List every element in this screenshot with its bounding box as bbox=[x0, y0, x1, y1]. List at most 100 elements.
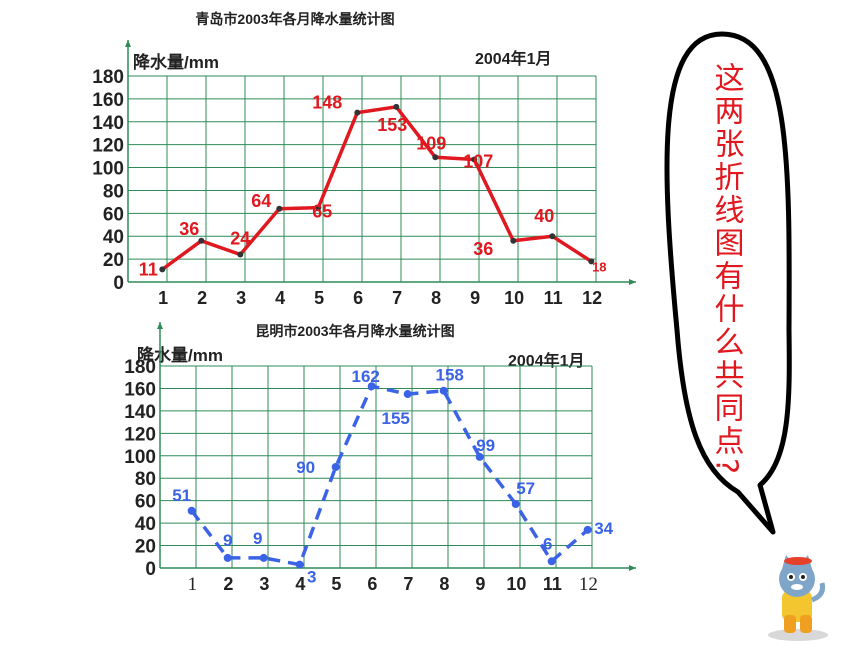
series-path bbox=[190, 384, 589, 567]
y-tick-label: 80 bbox=[103, 181, 124, 202]
data-label: 107 bbox=[463, 152, 493, 172]
bubble-question: 这两张折线图有什么共同点? bbox=[709, 62, 744, 477]
chart-axes bbox=[125, 40, 636, 285]
x-tick-label: 1 bbox=[188, 574, 198, 595]
y-tick-label: 60 bbox=[135, 492, 156, 513]
x-tick-label: 12 bbox=[582, 288, 602, 308]
data-point bbox=[315, 204, 322, 211]
y-tick-label: 60 bbox=[103, 204, 124, 225]
x-tick-label: 6 bbox=[353, 288, 363, 308]
data-label: 36 bbox=[179, 219, 199, 239]
y-axis-arrow bbox=[125, 40, 131, 47]
y-axis-label: 降水量/mm bbox=[133, 52, 219, 72]
y-tick-label: 160 bbox=[92, 90, 124, 111]
data-label: 57 bbox=[516, 479, 535, 498]
x-tick-label: 1 bbox=[158, 288, 168, 308]
y-axis-label: 降水量/mm bbox=[137, 345, 223, 365]
data-point bbox=[237, 251, 244, 258]
y-tick-label: 100 bbox=[124, 447, 156, 468]
data-label: 11 bbox=[139, 259, 158, 279]
data-label: 158 bbox=[435, 366, 463, 385]
x-tick-label: 10 bbox=[506, 574, 526, 594]
data-point bbox=[588, 258, 595, 265]
data-label: 162 bbox=[351, 367, 379, 386]
y-axis-arrow bbox=[157, 322, 163, 329]
y-tick-label: 20 bbox=[135, 537, 156, 558]
y-tick-label: 180 bbox=[124, 357, 156, 378]
y-tick-label: 160 bbox=[124, 379, 156, 400]
x-tick-labels: 1 2 3 4 5 6 7 8 9 10 11 12 bbox=[188, 574, 598, 595]
series-line bbox=[187, 382, 592, 569]
data-point bbox=[403, 390, 412, 399]
y-tick-label: 140 bbox=[92, 113, 124, 134]
data-point bbox=[259, 553, 268, 562]
x-axis-arrow bbox=[629, 565, 636, 571]
qingdao-chart: 青岛市2003年各月降水量统计图 降水量/mm 2004年1月 02040608… bbox=[92, 11, 636, 308]
data-label: 9 bbox=[223, 531, 232, 550]
y-tick-label: 40 bbox=[103, 227, 124, 248]
data-label: 51 bbox=[172, 486, 191, 505]
chart-grid bbox=[127, 75, 597, 283]
series-line bbox=[159, 103, 595, 273]
y-tick-label: 0 bbox=[145, 559, 156, 580]
speech-bubble: 这两张折线图有什么共同点? bbox=[664, 31, 792, 535]
data-label: 3 bbox=[307, 568, 316, 587]
chart-title: 昆明市2003年各月降水量统计图 bbox=[255, 323, 454, 339]
data-label: 36 bbox=[473, 239, 493, 259]
data-label: 6 bbox=[543, 534, 552, 553]
data-point bbox=[511, 500, 520, 509]
y-tick-label: 120 bbox=[92, 136, 124, 157]
x-tick-label: 7 bbox=[392, 288, 402, 308]
data-label: 99 bbox=[476, 436, 495, 455]
x-tick-label: 8 bbox=[431, 288, 441, 308]
x-tick-label: 7 bbox=[403, 574, 413, 594]
x-tick-label: 5 bbox=[331, 574, 341, 594]
x-tick-label: 8 bbox=[439, 574, 449, 594]
x-axis-arrow bbox=[629, 279, 636, 285]
data-point bbox=[510, 237, 517, 244]
y-tick-label: 180 bbox=[92, 67, 124, 88]
data-label: 148 bbox=[312, 93, 342, 113]
data-label: 109 bbox=[416, 133, 446, 153]
data-point bbox=[331, 463, 340, 471]
y-tick-label: 80 bbox=[135, 469, 156, 490]
data-point bbox=[475, 452, 484, 461]
y-tick-label: 40 bbox=[135, 514, 156, 535]
data-label: 34 bbox=[594, 519, 613, 538]
data-label: 65 bbox=[312, 202, 332, 222]
x-tick-label: 4 bbox=[275, 288, 285, 308]
cat-mascot-icon bbox=[768, 555, 828, 641]
x-tick-label: 10 bbox=[504, 288, 524, 308]
data-point bbox=[295, 560, 304, 569]
x-tick-label: 12 bbox=[579, 574, 598, 595]
data-label: 24 bbox=[230, 229, 250, 249]
chart-title: 青岛市2003年各月降水量统计图 bbox=[195, 11, 394, 27]
x-tick-label: 9 bbox=[470, 288, 480, 308]
data-point bbox=[432, 154, 439, 161]
data-label: 9 bbox=[253, 529, 262, 548]
data-label: 64 bbox=[251, 191, 271, 211]
x-tick-label: 4 bbox=[295, 574, 305, 594]
x-tick-label: 11 bbox=[544, 288, 563, 308]
x-tick-label: 11 bbox=[543, 574, 562, 594]
x-tick-label: 5 bbox=[314, 288, 324, 308]
date-label: 2004年1月 bbox=[475, 49, 552, 68]
chart-axes bbox=[157, 322, 636, 571]
data-point bbox=[354, 109, 361, 116]
data-label: 18 bbox=[592, 259, 606, 274]
date-label: 2004年1月 bbox=[508, 351, 585, 370]
data-point bbox=[583, 525, 592, 534]
y-tick-label: 100 bbox=[92, 159, 124, 180]
data-label: 155 bbox=[381, 409, 409, 428]
x-tick-label: 3 bbox=[259, 574, 269, 594]
data-point bbox=[393, 103, 400, 110]
data-point bbox=[159, 266, 166, 273]
x-tick-label: 6 bbox=[367, 574, 377, 594]
data-point bbox=[187, 506, 196, 515]
data-point bbox=[223, 553, 232, 562]
y-tick-label: 0 bbox=[113, 273, 124, 294]
